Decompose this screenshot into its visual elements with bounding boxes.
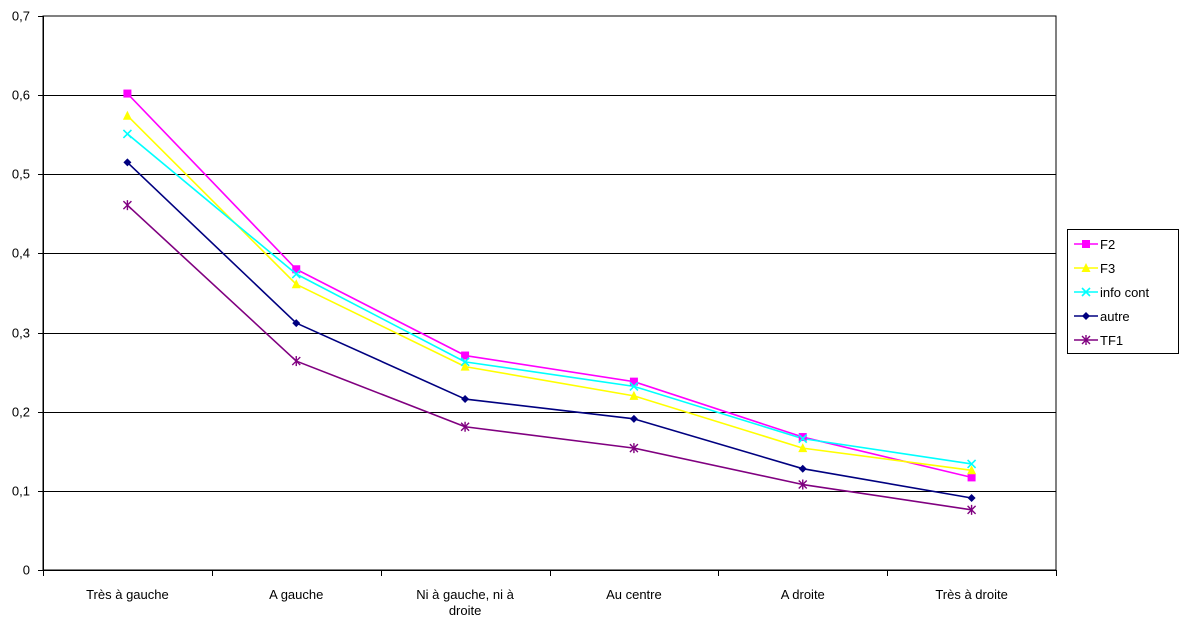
y-tick-label: 0,5 — [12, 167, 30, 182]
y-tick-label: 0 — [23, 563, 30, 578]
x-tick-label-line: droite — [449, 603, 482, 618]
y-tick-label: 0,1 — [12, 484, 30, 499]
x-tick-label-line: A droite — [781, 587, 825, 602]
data-point-info-cont — [798, 434, 808, 444]
data-point-f3 — [460, 361, 470, 371]
legend-marker-info-cont — [1081, 287, 1091, 297]
data-point-autre — [967, 493, 976, 502]
data-point-tf1 — [460, 421, 470, 432]
data-point-info-cont-stroke — [967, 459, 977, 469]
legend-marker-autre — [1082, 312, 1090, 320]
data-point-f2 — [798, 433, 807, 442]
data-point-info-cont-stroke — [629, 381, 639, 391]
series-lines — [126, 93, 972, 511]
data-point-info-cont — [460, 357, 470, 367]
legend-label-f3: F3 — [1100, 261, 1115, 276]
data-point-autre — [123, 158, 132, 167]
gridlines — [43, 95, 1056, 492]
x-tick-label: A gauche — [269, 587, 323, 602]
data-point-f3 — [291, 279, 301, 289]
data-point-info-cont — [291, 269, 301, 279]
x-tick-label-line: Très à gauche — [86, 587, 169, 602]
data-point-info-cont — [122, 129, 132, 139]
data-point-tf1 — [629, 443, 639, 454]
legend-marker-tf1 — [1081, 335, 1091, 345]
data-point-tf1 — [291, 356, 301, 367]
data-point-f3 — [967, 465, 977, 475]
data-point-f2 — [967, 473, 976, 482]
data-point-tf1 — [967, 504, 977, 515]
legend-label-autre: autre — [1100, 309, 1130, 324]
data-point-info-cont — [967, 459, 977, 469]
legend-marker-f3 — [1081, 263, 1091, 272]
x-tick-label-line: Ni à gauche, ni à — [416, 587, 514, 602]
x-tick-label-line: Très à droite — [935, 587, 1008, 602]
legend: F2 F3 info cont autre TF1 — [1067, 229, 1179, 354]
legend-marker-f2 — [1082, 240, 1090, 248]
data-point-f2 — [123, 89, 132, 98]
x-tick-label-line: Au centre — [606, 587, 662, 602]
series-line-tf1 — [126, 204, 972, 511]
data-point-f2 — [629, 377, 638, 386]
data-point-autre — [798, 464, 807, 473]
x-tick-label: Au centre — [606, 587, 662, 602]
y-tick-label: 0,6 — [12, 88, 30, 103]
legend-label-info-cont: info cont — [1100, 285, 1150, 300]
data-point-f3 — [629, 390, 639, 400]
data-point-f2 — [461, 351, 470, 360]
series-line-f2 — [126, 93, 972, 479]
data-point-info-cont-stroke — [460, 357, 470, 367]
legend-marker-info-cont-stroke — [1081, 287, 1091, 297]
data-point-f2 — [292, 265, 301, 274]
data-point-info-cont — [629, 381, 639, 391]
data-point-f3 — [798, 443, 808, 453]
series-line-f3 — [126, 115, 972, 472]
data-point-tf1 — [122, 200, 132, 211]
x-tick-label: Ni à gauche, ni à droite — [416, 587, 514, 618]
y-axis-ticks: 0 0,1 0,2 0,3 0,4 0,5 0,6 0,7 — [12, 9, 43, 578]
x-tick-label: Très à gauche — [86, 587, 169, 602]
x-tick-label: A droite — [781, 587, 825, 602]
data-point-autre — [292, 319, 301, 328]
y-tick-label: 0,4 — [12, 246, 30, 261]
data-point-f3 — [122, 110, 132, 120]
x-axis-ticks: Très à gauche A gauche Ni à gauche, ni à dr… — [43, 570, 1057, 618]
x-tick-label-line: A gauche — [269, 587, 323, 602]
legend-label-tf1: TF1 — [1100, 333, 1123, 348]
y-tick-label: 0,2 — [12, 405, 30, 420]
series-markers — [122, 89, 977, 515]
y-tick-label: 0,3 — [12, 326, 30, 341]
series-line-info-cont — [126, 133, 972, 465]
legend-label-f2: F2 — [1100, 237, 1115, 252]
data-point-info-cont-stroke — [291, 269, 301, 279]
series-line-autre — [126, 161, 972, 499]
data-point-info-cont-stroke — [122, 129, 132, 139]
y-tick-label: 0,7 — [12, 9, 30, 24]
data-point-autre — [629, 414, 638, 423]
data-point-info-cont-stroke — [798, 434, 808, 444]
x-tick-label: Très à droite — [935, 587, 1008, 602]
data-point-autre — [461, 395, 470, 404]
axes — [42, 15, 1057, 571]
data-point-tf1 — [798, 479, 808, 490]
